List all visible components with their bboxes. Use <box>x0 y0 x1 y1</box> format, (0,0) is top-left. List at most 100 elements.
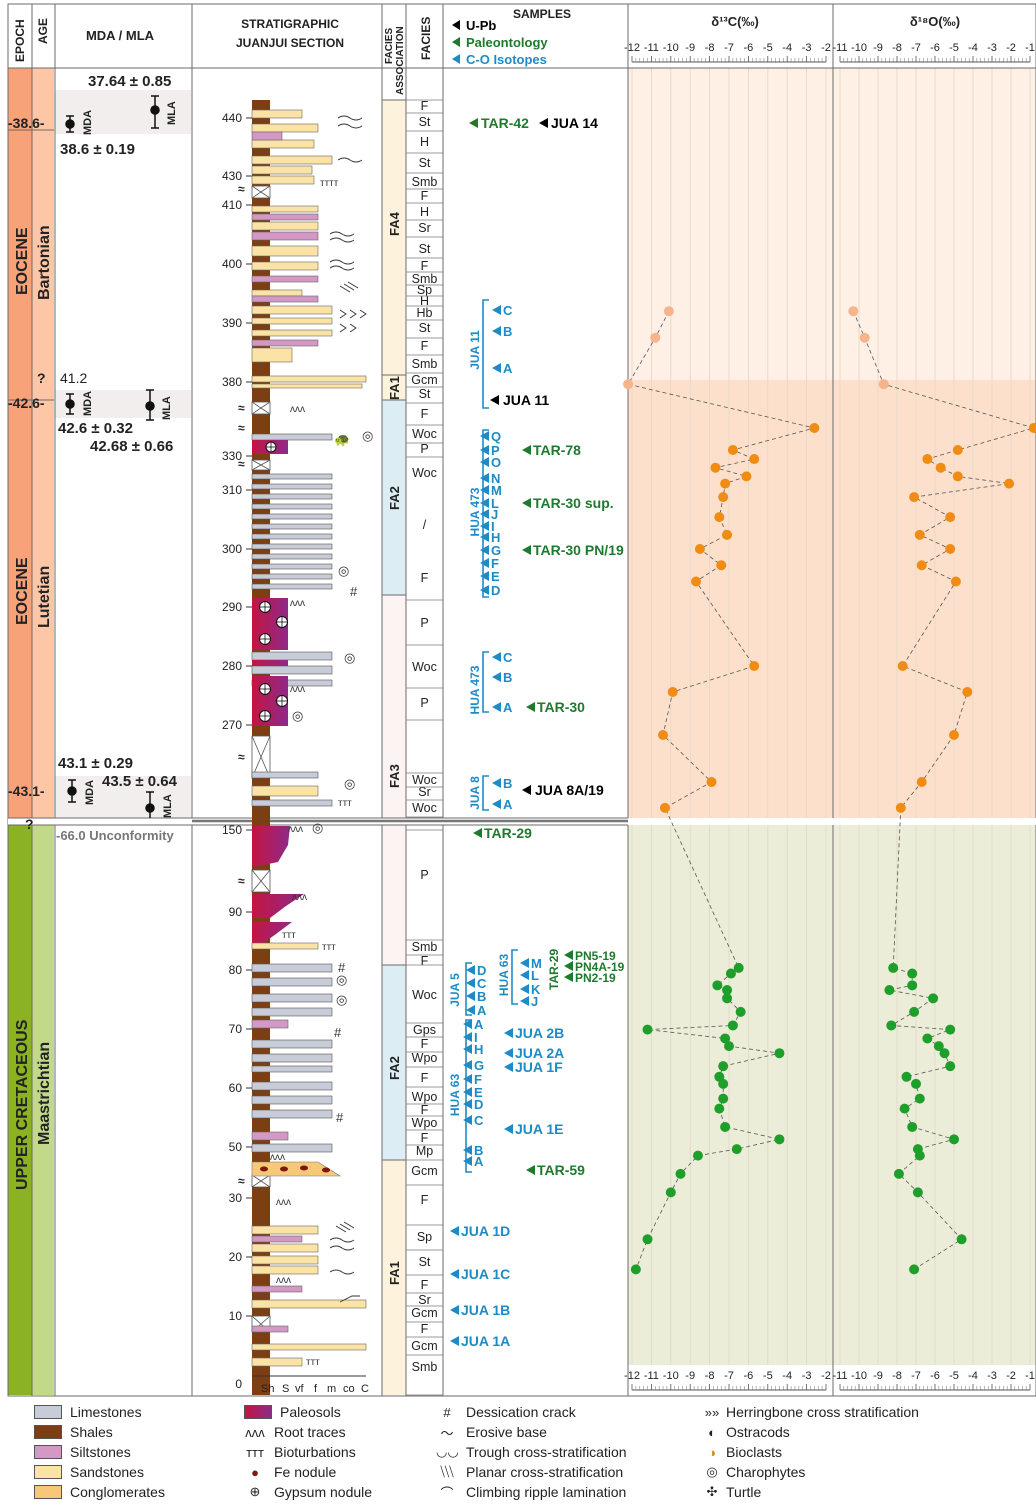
isotope-sample-named: JUA 2A <box>515 1045 564 1061</box>
bottom-tick-label: -10 <box>851 1370 867 1382</box>
sample-tar-30: TAR-30 <box>537 699 585 715</box>
top-tick-label: -10 <box>663 42 679 54</box>
sample-tar-42: TAR-42 <box>481 115 529 131</box>
isotope-point <box>928 993 939 1004</box>
sample-jua-14: JUA 14 <box>551 115 598 131</box>
sample-tar-78: TAR-78 <box>533 442 581 458</box>
isotope-point <box>1004 478 1015 489</box>
isotope-point <box>720 1033 731 1044</box>
facies-code: Woc <box>412 466 437 480</box>
top-tick-label: -8 <box>892 42 902 54</box>
depth-440: 440 <box>222 111 242 125</box>
bottom-tick-label: -12 <box>624 1370 640 1382</box>
isotope-sample-letter: J <box>531 994 538 1009</box>
isotope-point <box>642 1234 653 1245</box>
depth-290: 290 <box>222 600 242 614</box>
sample-group-label: HUA 473 <box>468 487 482 536</box>
d18o-header: δ¹⁸O(‰) <box>910 14 960 29</box>
facies-code: F <box>421 1322 429 1336</box>
sample-type-isotopes: C-O Isotopes <box>466 52 547 67</box>
isotope-sample-letter: F <box>491 556 499 571</box>
date-42-68: 42.68 ± 0.66 <box>90 438 173 455</box>
herringbone-icon: »» <box>704 1404 720 1420</box>
depth-60: 60 <box>229 1081 243 1095</box>
facies-code: H <box>420 135 429 149</box>
grain-vf: vf <box>295 1383 305 1395</box>
isotope-point <box>720 478 731 489</box>
isotope-point <box>952 471 963 482</box>
isotope-point <box>909 492 920 503</box>
facies-code: Smb <box>412 357 438 371</box>
date-42-6: 42.6 ± 0.32 <box>58 420 133 437</box>
facies-code: F <box>421 571 429 585</box>
facies-code: St <box>419 321 431 335</box>
legend-climbing: ⌒ Climbing ripple lamination <box>436 1482 627 1502</box>
depth-400: 400 <box>222 257 242 271</box>
isotope-point <box>945 512 956 523</box>
mda-mla-header: MDA / MLA <box>86 28 155 43</box>
tag-mla-3: MLA <box>162 794 174 818</box>
bottom-tick-label: -5 <box>949 1370 959 1382</box>
svg-text:ᴧᴧᴧ: ᴧᴧᴧ <box>292 892 307 903</box>
svg-text:◎: ◎ <box>362 428 373 443</box>
isotope-point <box>714 1103 725 1114</box>
isotope-point <box>691 576 702 587</box>
isotope-point <box>710 462 721 473</box>
facies-code: St <box>419 1255 431 1269</box>
isotope-sample-letter: I <box>474 1030 478 1045</box>
svg-text:◎: ◎ <box>336 972 347 987</box>
isotope-point <box>663 306 674 317</box>
legend-bioclasts: ◑ Bioclasts <box>704 1442 919 1462</box>
facies-code: P <box>420 868 428 882</box>
bottom-axis: -12 -11 -10 -9 -8 -7 -6 -5 -4 -3 -2 -11 -10 -9 -8 -7 -6-… <box>624 1370 1035 1391</box>
isotope-plots <box>623 306 1036 1275</box>
age-tick-38-6: -38.6- <box>8 115 45 131</box>
top-tick-label: -12 <box>624 42 640 54</box>
isotope-sample-letter: L <box>491 496 499 511</box>
depth-70: 70 <box>229 1022 243 1036</box>
bottom-tick-label: -8 <box>705 1370 715 1382</box>
svg-text:≈: ≈ <box>238 750 245 764</box>
legend-conglomerates: Conglomerates <box>34 1482 165 1502</box>
bottom-tick-label: -2 <box>821 1370 831 1382</box>
top-tick-label: -11 <box>644 42 659 54</box>
facies-code: St <box>419 115 431 129</box>
facies-code: P <box>420 442 428 456</box>
facies-code: Gcm <box>411 1339 437 1353</box>
facies-code: St <box>419 156 431 170</box>
facies-code: Hb <box>417 306 433 320</box>
facies-code: F <box>421 954 429 968</box>
samples-column: TAR-42 JUA 14 JUA 11 TAR-78 TAR-30 sup. TAR-3… <box>448 115 625 1349</box>
isotope-sample-named: JUA 1F <box>515 1059 563 1075</box>
facies-code: Woc <box>412 773 437 787</box>
facies-code: F <box>421 1071 429 1085</box>
top-tick-label: -7 <box>911 42 921 54</box>
isotope-point <box>659 802 670 813</box>
svg-text:◎: ◎ <box>344 776 355 791</box>
legend-ostracods: ◐ Ostracods <box>704 1422 919 1442</box>
date-43-1: 43.1 ± 0.29 <box>58 755 133 772</box>
top-tick-label: -2 <box>1006 42 1016 54</box>
legend-charophytes: ◎ Charophytes <box>704 1462 919 1482</box>
age-lutetian: Lutetian <box>36 566 53 628</box>
svg-text:ᴧᴧᴧ: ᴧᴧᴧ <box>290 404 305 415</box>
isotope-sample-letter: E <box>491 569 500 584</box>
isotope-point <box>718 1061 729 1072</box>
unconformity-label: -66.0 Unconformity <box>56 828 175 843</box>
bottom-tick-label: -6 <box>930 1370 940 1382</box>
isotope-point <box>1028 423 1036 433</box>
isotope-sample-letter: D <box>491 583 500 598</box>
svg-text:ᴧᴧᴧ: ᴧᴧᴧ <box>288 824 303 835</box>
isotope-point <box>884 985 895 996</box>
svg-text:ᴧᴧᴧ: ᴧᴧᴧ <box>270 1152 285 1163</box>
svg-text:≈: ≈ <box>238 874 245 888</box>
isotope-point <box>675 1168 686 1179</box>
depth-430: 430 <box>222 169 242 183</box>
sample-jua-11: JUA 11 <box>503 392 549 408</box>
isotope-point <box>714 512 725 523</box>
isotope-point <box>878 379 889 390</box>
tag-mda-3: MDA <box>84 780 96 805</box>
depth-20: 20 <box>229 1250 243 1264</box>
sample-pn4a-19: PN4A-19 <box>575 960 625 974</box>
isotope-point <box>956 1234 967 1245</box>
